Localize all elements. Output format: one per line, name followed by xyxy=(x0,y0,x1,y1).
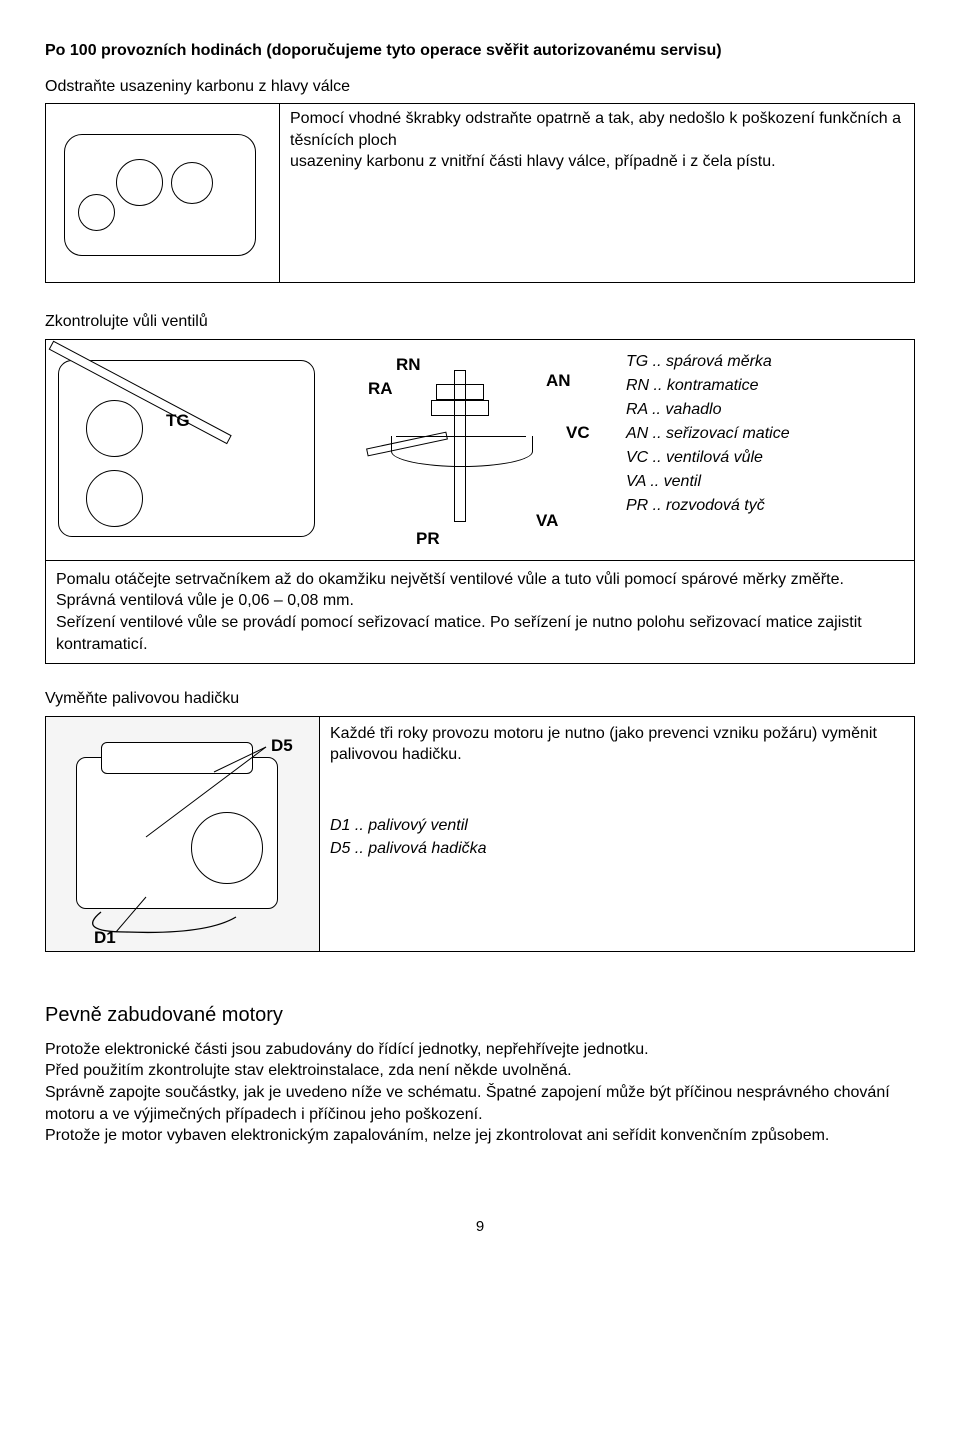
valve-illustration-right: RN RA AN VC VA PR xyxy=(336,340,616,560)
valves-para-box: Pomalu otáčejte setrvačníkem až do okamž… xyxy=(45,561,915,664)
fuel-block: D5 D1 Každé tři roky provozu motoru je n… xyxy=(45,716,915,952)
label-VA: VA xyxy=(536,510,558,533)
heading-fixed-engines: Pevně zabudované motory xyxy=(45,1002,915,1029)
label-TG-left: TG xyxy=(166,410,190,433)
carbon-para-2: usazeniny karbonu z vnitřní části hlavy … xyxy=(290,151,904,173)
sub-carbon: Odstraňte usazeniny karbonu z hlavy válc… xyxy=(45,76,915,98)
legend-D5: D5 .. palivová hadička xyxy=(330,837,904,860)
carbon-text: Pomocí vhodné škrabky odstraňte opatrně … xyxy=(280,103,915,283)
cylinder-head-illustration xyxy=(45,103,280,283)
legend-RA: RA .. vahadlo xyxy=(626,398,904,422)
sub-fuel: Vyměňte palivovou hadičku xyxy=(45,688,915,710)
fixed-para-4: Protože je motor vybaven elektronickým z… xyxy=(45,1125,915,1147)
engine-fuel-illustration: D5 D1 xyxy=(45,716,320,952)
fuel-para: Každé tři roky provozu motoru je nutno (… xyxy=(330,723,904,766)
legend-PR: PR .. rozvodová tyč xyxy=(626,494,904,518)
fixed-para-2: Před použitím zkontrolujte stav elektroi… xyxy=(45,1060,915,1082)
valves-para-1: Pomalu otáčejte setrvačníkem až do okamž… xyxy=(56,569,904,612)
label-RA: RA xyxy=(368,378,393,401)
legend-TG: TG .. spárová měrka xyxy=(626,350,904,374)
fixed-para-3: Správně zapojte součástky, jak je uveden… xyxy=(45,1082,915,1125)
page-number: 9 xyxy=(45,1217,915,1237)
label-D5: D5 xyxy=(271,735,293,758)
legend-VA: VA .. ventil xyxy=(626,470,904,494)
valve-illustration-left: TG xyxy=(46,340,336,560)
legend-VC: VC .. ventilová vůle xyxy=(626,446,904,470)
label-PR: PR xyxy=(416,528,440,551)
label-VC: VC xyxy=(566,422,590,445)
legend-AN: AN .. seřizovací matice xyxy=(626,422,904,446)
fixed-para-1: Protože elektronické části jsou zabudová… xyxy=(45,1039,915,1061)
label-AN: AN xyxy=(546,370,571,393)
page-heading: Po 100 provozních hodinách (doporučujeme… xyxy=(45,40,915,62)
valve-legend: TG .. spárová měrka RN .. kontramatice R… xyxy=(616,340,914,560)
valves-para-2: Seřízení ventilové vůle se provádí pomoc… xyxy=(56,612,904,655)
valves-block: TG RN RA AN VC VA PR TG .. spárová měrka… xyxy=(45,339,915,561)
carbon-block: Pomocí vhodné škrabky odstraňte opatrně … xyxy=(45,103,915,283)
carbon-para-1: Pomocí vhodné škrabky odstraňte opatrně … xyxy=(290,108,904,151)
sub-valves: Zkontrolujte vůli ventilů xyxy=(45,311,915,333)
legend-D1: D1 .. palivový ventil xyxy=(330,814,904,837)
label-D1: D1 xyxy=(94,927,116,950)
label-RN: RN xyxy=(396,354,421,377)
legend-RN: RN .. kontramatice xyxy=(626,374,904,398)
fuel-text: Každé tři roky provozu motoru je nutno (… xyxy=(320,716,915,952)
